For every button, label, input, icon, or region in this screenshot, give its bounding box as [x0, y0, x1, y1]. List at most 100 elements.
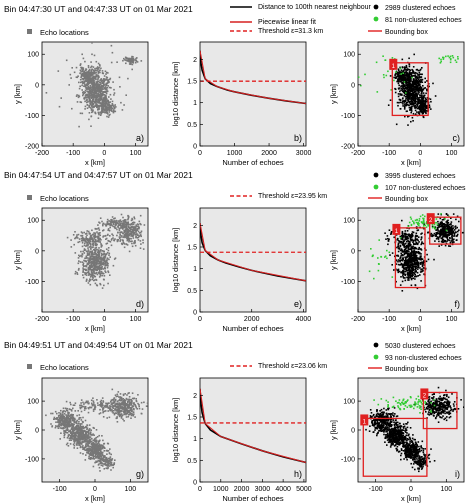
data-point	[63, 424, 65, 426]
data-point	[406, 236, 409, 238]
data-point	[450, 221, 453, 223]
data-point	[102, 101, 105, 103]
data-point	[386, 235, 389, 237]
data-point	[99, 105, 102, 107]
data-point	[90, 72, 93, 75]
data-point	[431, 225, 434, 228]
data-point	[415, 242, 418, 245]
data-point	[410, 284, 413, 287]
data-point	[91, 266, 93, 269]
data-point	[421, 104, 424, 106]
data-point	[123, 231, 126, 233]
data-point	[112, 223, 115, 225]
data-point	[93, 96, 96, 99]
x-tick-label: 0	[198, 150, 202, 157]
data-point	[85, 280, 88, 282]
data-point	[442, 227, 444, 229]
data-point	[409, 100, 412, 103]
data-point	[417, 112, 420, 114]
data-point	[447, 224, 450, 226]
data-point	[438, 57, 440, 60]
data-point	[404, 230, 407, 232]
data-point	[99, 114, 102, 116]
data-point	[411, 86, 413, 89]
data-point	[93, 257, 95, 259]
data-point	[422, 101, 424, 104]
data-point	[126, 237, 128, 240]
data-point	[94, 94, 97, 97]
data-point	[425, 100, 428, 103]
data-point	[385, 74, 388, 77]
data-point	[101, 267, 103, 269]
data-point	[112, 264, 115, 267]
data-point	[387, 104, 390, 106]
data-point	[88, 118, 90, 121]
data-point	[413, 252, 416, 254]
legend-box-label: Bounding box	[385, 366, 428, 373]
legend-non-clustered-label: 81 non-clustered echoes	[385, 17, 462, 24]
data-point	[104, 90, 106, 93]
data-point	[430, 232, 433, 235]
row-header-3: Bin 04:49:51 UT and 04:49:54 UT on 01 Ma…	[4, 340, 193, 350]
data-point	[409, 109, 411, 111]
data-point	[411, 260, 413, 262]
data-point	[108, 240, 110, 242]
data-point	[421, 232, 423, 235]
data-point	[98, 247, 100, 249]
data-point	[93, 88, 95, 91]
data-point	[127, 217, 130, 220]
data-point	[399, 244, 402, 247]
data-point	[86, 238, 89, 240]
data-point	[407, 253, 409, 256]
data-point	[418, 111, 420, 113]
data-point	[75, 420, 78, 423]
data-point	[398, 270, 401, 273]
data-point	[89, 242, 92, 245]
data-point	[111, 218, 113, 221]
data-point	[104, 102, 107, 104]
data-point	[403, 87, 406, 90]
data-point	[130, 231, 133, 233]
data-point	[412, 120, 414, 122]
data-point	[94, 232, 97, 235]
data-point	[75, 236, 77, 239]
data-point	[79, 261, 82, 263]
data-point	[82, 416, 84, 419]
data-point	[393, 79, 395, 82]
data-point	[457, 230, 459, 233]
data-point	[400, 259, 403, 261]
data-point	[413, 222, 415, 225]
data-point	[103, 106, 105, 109]
data-point	[122, 241, 125, 244]
data-point	[106, 109, 109, 112]
data-point	[98, 108, 101, 110]
data-point	[103, 257, 106, 260]
data-point	[414, 219, 417, 222]
data-point	[412, 268, 414, 270]
data-point	[93, 249, 96, 251]
data-point	[106, 104, 109, 106]
data-point	[89, 81, 92, 84]
data-point	[105, 78, 107, 80]
data-point	[73, 417, 76, 420]
data-point	[70, 239, 72, 241]
data-point	[97, 78, 99, 80]
data-point	[77, 241, 79, 244]
data-point	[417, 229, 420, 231]
data-point	[413, 221, 415, 224]
data-point	[395, 71, 397, 73]
data-point	[400, 262, 403, 265]
data-point	[100, 93, 102, 95]
data-point	[401, 235, 403, 237]
data-point	[403, 263, 406, 265]
data-point	[396, 254, 398, 257]
data-point	[457, 58, 459, 60]
data-point	[63, 425, 66, 428]
data-point	[82, 81, 85, 84]
data-point	[418, 241, 420, 243]
data-point	[102, 229, 104, 232]
data-point	[419, 85, 422, 88]
data-point	[102, 278, 105, 281]
data-point	[110, 220, 113, 222]
data-point	[86, 107, 89, 109]
